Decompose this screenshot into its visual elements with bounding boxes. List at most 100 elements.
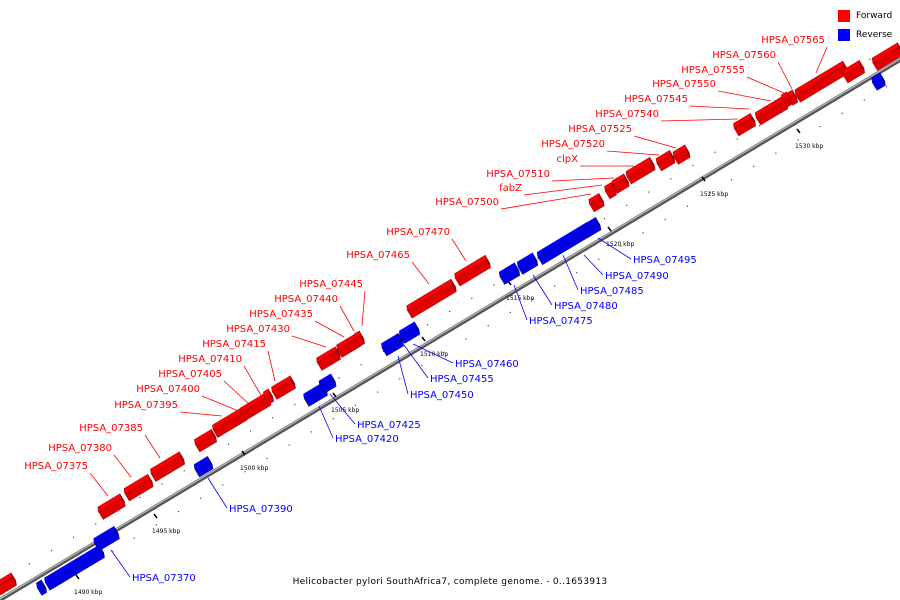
reverse-gene-label[interactable]: HPSA_07370 <box>132 573 196 584</box>
forward-gene[interactable] <box>149 451 187 482</box>
forward-gene-label[interactable]: HPSA_07410 <box>178 354 242 365</box>
forward-gene-label[interactable]: HPSA_07465 <box>346 250 410 261</box>
axis-line <box>0 58 900 600</box>
reverse-gene[interactable] <box>380 332 406 357</box>
forward-gene-label[interactable]: HPSA_07400 <box>136 384 200 395</box>
forward-gene-label[interactable]: HPSA_07415 <box>202 339 266 350</box>
forward-gene-label[interactable]: HPSA_07545 <box>624 94 688 105</box>
forward-gene[interactable] <box>587 192 606 213</box>
forward-gene[interactable] <box>122 473 154 502</box>
leader-line <box>746 76 785 94</box>
forward-gene[interactable] <box>871 42 900 71</box>
forward-gene[interactable] <box>353 330 367 347</box>
tick-label: 1525 kbp <box>700 191 728 198</box>
reverse-gene-label[interactable]: HPSA_07480 <box>554 301 618 312</box>
leader-line <box>523 184 603 196</box>
forward-gene[interactable] <box>405 278 458 319</box>
forward-gene-label[interactable]: HPSA_07510 <box>486 169 550 180</box>
reverse-gene-label[interactable]: HPSA_07495 <box>633 255 697 266</box>
forward-gene-label[interactable]: HPSA_07470 <box>386 227 450 238</box>
minor-tick-dot <box>487 325 489 327</box>
minor-tick-dot <box>399 378 401 380</box>
major-tick <box>421 336 426 342</box>
major-tick <box>153 513 158 519</box>
forward-gene-label[interactable]: fabZ <box>499 183 522 194</box>
forward-gene[interactable] <box>96 493 127 520</box>
minor-tick-dot <box>95 523 97 525</box>
reverse-gene[interactable] <box>35 579 49 596</box>
forward-gene[interactable] <box>841 59 867 84</box>
forward-gene[interactable] <box>270 375 297 400</box>
reverse-gene-label[interactable]: HPSA_07420 <box>335 434 399 445</box>
forward-gene-label[interactable]: HPSA_07380 <box>48 443 112 454</box>
leader-line <box>583 254 604 276</box>
reverse-gene-label[interactable]: HPSA_07475 <box>529 316 593 327</box>
forward-gene[interactable] <box>0 572 18 597</box>
forward-gene[interactable] <box>610 173 630 194</box>
forward-gene-label[interactable]: HPSA_07555 <box>681 65 745 76</box>
forward-gene-label[interactable]: HPSA_07560 <box>712 50 776 61</box>
leader-line <box>451 238 467 262</box>
reverse-gene-label[interactable]: HPSA_07390 <box>229 504 293 515</box>
reverse-gene[interactable] <box>317 373 337 394</box>
major-tick <box>796 128 801 134</box>
forward-gene[interactable] <box>732 112 758 137</box>
reverse-gene[interactable] <box>516 252 540 275</box>
forward-gene[interactable] <box>193 428 219 453</box>
forward-gene-label[interactable]: HPSA_07405 <box>158 369 222 380</box>
forward-gene[interactable] <box>655 149 677 172</box>
forward-gene[interactable] <box>624 156 656 185</box>
minor-tick-dot <box>133 537 135 539</box>
reverse-gene-label[interactable]: HPSA_07450 <box>410 390 474 401</box>
forward-gene-label[interactable]: HPSA_07435 <box>249 309 313 320</box>
major-tick <box>241 450 246 456</box>
forward-gene-label[interactable]: HPSA_07565 <box>761 35 825 46</box>
minor-tick-dot <box>449 310 451 313</box>
leader-line <box>403 344 429 379</box>
forward-gene-label[interactable]: clpX <box>557 154 579 165</box>
forward-gene[interactable] <box>262 388 276 405</box>
minor-tick-dot <box>576 272 578 274</box>
forward-gene-label[interactable]: HPSA_07500 <box>435 197 499 208</box>
leader-line <box>777 61 793 90</box>
reverse-gene-label[interactable]: HPSA_07490 <box>605 271 669 282</box>
leader-line <box>89 472 109 497</box>
forward-gene-label[interactable]: HPSA_07550 <box>652 79 716 90</box>
forward-gene[interactable] <box>315 346 342 371</box>
reverse-gene[interactable] <box>193 455 215 478</box>
leader-line <box>551 177 615 182</box>
minor-tick-dot <box>294 403 296 406</box>
forward-gene-label[interactable]: HPSA_07445 <box>299 279 363 290</box>
forward-gene[interactable] <box>786 89 800 106</box>
forward-gene[interactable] <box>453 254 492 287</box>
reverse-gene-label[interactable]: HPSA_07425 <box>357 420 421 431</box>
reverse-gene[interactable] <box>498 262 522 285</box>
forward-gene[interactable] <box>793 60 850 103</box>
reverse-gene-label[interactable]: HPSA_07460 <box>455 359 519 370</box>
legend-reverse-label: Reverse <box>856 29 893 40</box>
reverse-gene[interactable] <box>398 321 422 344</box>
minor-tick-dot <box>509 311 511 314</box>
minor-tick-dot <box>266 457 268 460</box>
leader-line <box>291 335 327 348</box>
minor-tick-dot <box>421 364 423 367</box>
forward-gene-label[interactable]: HPSA_07395 <box>114 400 178 411</box>
minor-tick-dot <box>819 125 821 128</box>
leader-line <box>314 320 345 338</box>
forward-gene-label[interactable]: HPSA_07430 <box>226 324 290 335</box>
reverse-gene[interactable] <box>92 525 121 552</box>
reverse-gene-label[interactable]: HPSA_07455 <box>430 374 494 385</box>
reverse-gene[interactable] <box>581 216 603 239</box>
reverse-gene-label[interactable]: HPSA_07485 <box>580 286 644 297</box>
minor-tick-dot <box>620 245 622 247</box>
forward-gene-label[interactable]: HPSA_07520 <box>541 139 605 150</box>
forward-gene-label[interactable]: HPSA_07375 <box>24 461 88 472</box>
reverse-gene[interactable] <box>870 72 887 91</box>
forward-gene-label[interactable]: HPSA_07385 <box>79 423 143 434</box>
forward-gene-label[interactable]: HPSA_07540 <box>595 109 659 120</box>
forward-gene-label[interactable]: HPSA_07525 <box>568 124 632 135</box>
leader-line <box>201 395 242 413</box>
tick-label: 1495 kbp <box>152 528 180 535</box>
forward-gene[interactable] <box>671 144 691 165</box>
forward-gene-label[interactable]: HPSA_07440 <box>274 294 338 305</box>
